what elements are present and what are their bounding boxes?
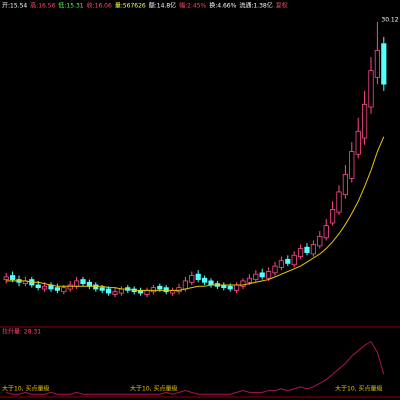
candle-body bbox=[253, 273, 259, 280]
candle-body bbox=[285, 258, 291, 264]
header-field: 量:567626 bbox=[115, 3, 146, 10]
candle-body bbox=[227, 285, 233, 290]
candle-body bbox=[144, 289, 150, 295]
candle-body bbox=[80, 279, 86, 285]
candle-body bbox=[163, 287, 169, 293]
candle-body bbox=[35, 284, 41, 289]
candle-body bbox=[265, 271, 272, 279]
candle-body bbox=[297, 248, 304, 258]
candle-body bbox=[74, 280, 80, 287]
candle-body bbox=[240, 280, 246, 287]
header-field: 换:4.66% bbox=[209, 2, 236, 10]
candle-body bbox=[381, 43, 387, 85]
ma-line bbox=[6, 136, 385, 291]
annotation: 大于10, 买点量级 bbox=[130, 385, 177, 393]
candle-body bbox=[336, 191, 342, 213]
candle-body bbox=[189, 275, 195, 283]
header-field: 复权 bbox=[276, 2, 288, 10]
candle-body bbox=[278, 260, 285, 268]
candle-body bbox=[182, 280, 188, 290]
indicator-label: 拉升量: 28.31 bbox=[2, 328, 41, 336]
candle-body bbox=[317, 236, 323, 247]
candle-body bbox=[99, 287, 105, 291]
candle-body bbox=[349, 151, 355, 179]
candle-body bbox=[157, 285, 163, 290]
candle-body bbox=[201, 277, 208, 283]
candle-body bbox=[246, 277, 252, 283]
candle-body bbox=[67, 284, 73, 290]
candle-body bbox=[259, 272, 265, 278]
candle-body bbox=[329, 209, 336, 224]
candle-body bbox=[342, 174, 349, 196]
candle-body bbox=[374, 50, 381, 78]
header-field: 流通:1.38亿 bbox=[239, 2, 272, 10]
candle-body bbox=[86, 281, 92, 287]
header-field: 幅:2.45% bbox=[179, 2, 206, 10]
candle-body bbox=[272, 265, 278, 274]
candle-body bbox=[355, 130, 361, 155]
candle-body bbox=[93, 284, 99, 290]
candle-body bbox=[61, 287, 67, 293]
candle-body bbox=[208, 280, 214, 286]
indicator-line bbox=[6, 340, 385, 395]
header-field: 额:14.8亿 bbox=[149, 2, 176, 10]
header-field: 高:16.56 bbox=[30, 2, 55, 10]
candle-body bbox=[310, 244, 317, 255]
candle-body bbox=[3, 276, 9, 280]
candle-body bbox=[118, 288, 124, 294]
candle-body bbox=[361, 103, 368, 139]
candle-body bbox=[233, 284, 240, 291]
candle-body bbox=[291, 254, 297, 266]
header-field: 开:15.54 bbox=[2, 3, 27, 10]
annotation: 大于10, 买点量级 bbox=[335, 385, 382, 393]
header-field: 低:15.31 bbox=[58, 2, 83, 10]
candle-body bbox=[195, 273, 201, 280]
candle-body bbox=[54, 287, 61, 291]
candle-body bbox=[42, 285, 48, 290]
candle-body bbox=[368, 70, 374, 108]
candle-body bbox=[112, 291, 118, 295]
candle-body bbox=[106, 288, 112, 294]
candle-body bbox=[304, 246, 310, 254]
candle-body bbox=[9, 275, 16, 280]
peak-label: 30.12 bbox=[381, 16, 398, 23]
candle-body bbox=[323, 225, 329, 239]
annotation: 大于10, 买点量级 bbox=[2, 385, 49, 393]
header-field: 收:16.06 bbox=[87, 2, 112, 10]
candle-body bbox=[150, 287, 156, 293]
